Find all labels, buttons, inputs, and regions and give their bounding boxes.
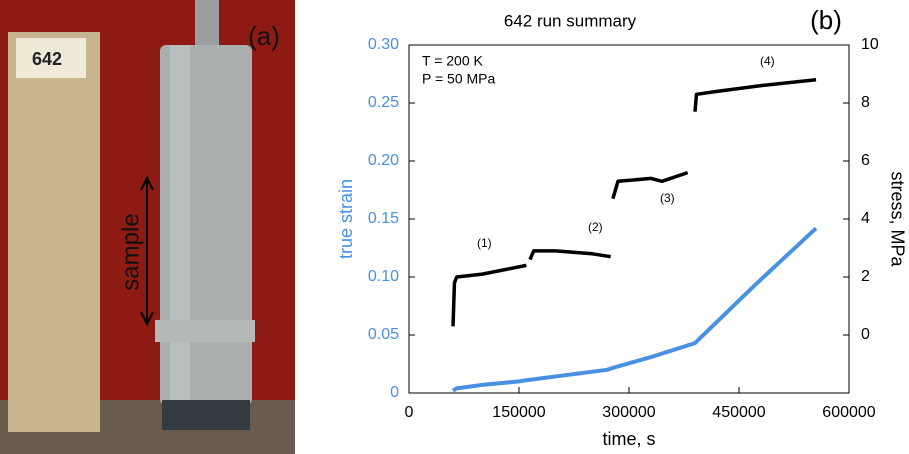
- x-axis-label: time, s: [602, 429, 655, 449]
- y2-tick-label: 6: [861, 152, 870, 169]
- annotation: T = 200 K: [422, 53, 484, 69]
- y2-axis-label: stress, MPa: [887, 171, 907, 267]
- x-tick-label: 0: [405, 404, 414, 421]
- rod: [195, 0, 219, 50]
- y-tick-label: 0.25: [368, 94, 399, 111]
- chart-title: 642 run summary: [504, 11, 637, 30]
- ring: [155, 320, 255, 342]
- y-tick-label: 0.05: [368, 326, 399, 343]
- annotation: P = 50 MPa: [422, 71, 496, 87]
- y2-tick-label: 2: [861, 268, 870, 285]
- plot-frame: [408, 44, 850, 394]
- y-tick-label: 0.20: [368, 152, 399, 169]
- cardboard: [8, 32, 100, 432]
- sample-label: sample: [117, 213, 144, 290]
- chart: 642 run summary (b)0 150000 300000 450000 600…: [336, 5, 908, 449]
- panel-label: (b): [810, 5, 842, 35]
- annotation: (2): [588, 220, 603, 234]
- data-line: [451, 226, 818, 393]
- cylinder-highlight: [170, 45, 190, 405]
- y2-tick-label: 10: [861, 36, 879, 53]
- x-tick-label: 600000: [822, 404, 875, 421]
- y2-tick-label: 0: [861, 326, 870, 343]
- y-tick-label: 0.15: [368, 210, 399, 227]
- tag-text: 642: [32, 49, 62, 69]
- x-tick-label: 450000: [712, 404, 765, 421]
- x-tick-label: 150000: [492, 404, 545, 421]
- x-tick-label: 300000: [602, 404, 655, 421]
- y-tick-label: 0.10: [368, 268, 399, 285]
- photo: 642 (a) sample: [0, 0, 295, 454]
- y2-tick-label: 4: [861, 210, 870, 227]
- base: [162, 400, 250, 430]
- annotation: (4): [760, 54, 775, 68]
- annotation: (1): [477, 236, 492, 250]
- annotation: (3): [660, 191, 675, 205]
- y2-tick-label: 8: [861, 94, 870, 111]
- panel-label: (a): [248, 21, 280, 51]
- y-tick-label: 0.30: [368, 36, 399, 53]
- arrow-heads: [140, 175, 154, 327]
- tag-paper: [16, 38, 86, 78]
- y-tick-label: 0: [390, 384, 399, 401]
- data-line: [451, 78, 817, 327]
- y-axis-label: true strain: [336, 179, 356, 259]
